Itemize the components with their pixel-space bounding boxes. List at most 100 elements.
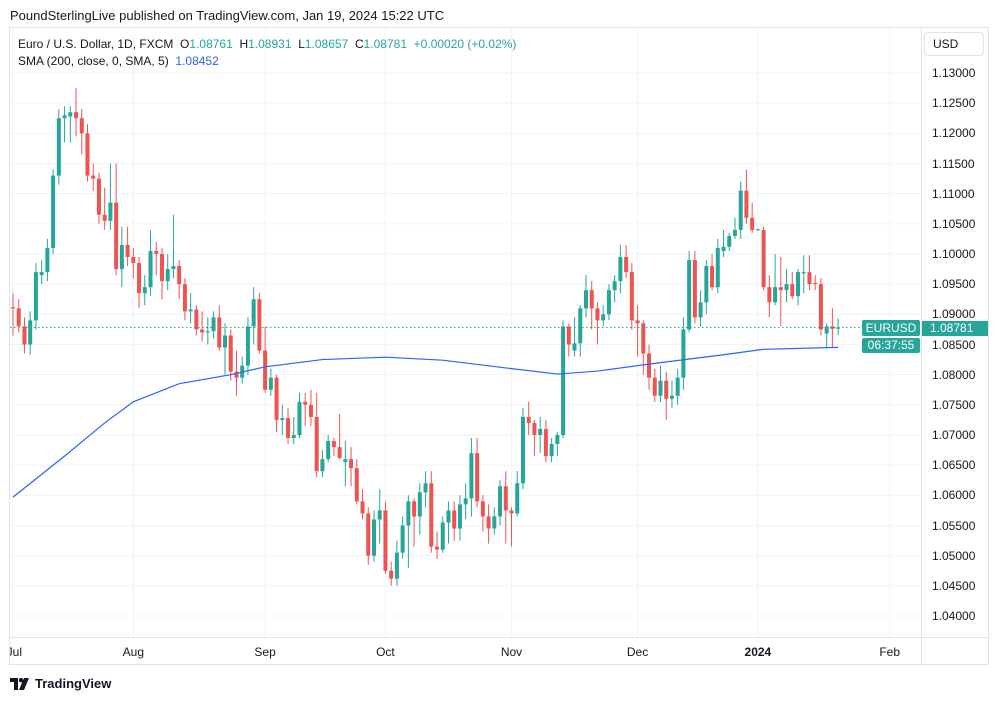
candle [658,365,663,402]
price-tick-label: 1.10500 [932,216,976,231]
candle-body [131,257,136,264]
candle [704,260,709,315]
candle [520,407,525,490]
candle-body [561,326,566,435]
candle-body [601,314,606,321]
low-value: 1.08657 [304,37,349,51]
candle-body [480,501,485,517]
candle-body [732,229,737,236]
candle [773,254,778,306]
candle-body [68,112,73,117]
candle [56,109,61,185]
candle [331,438,336,457]
candle [584,275,588,318]
time-tick-label: Feb [879,645,901,659]
candle [629,263,634,330]
candle-body [773,287,778,303]
candle-body [286,418,291,439]
candle-body [217,317,222,348]
candle [635,305,640,357]
candle [813,275,818,291]
candle-body [263,350,268,390]
candle [417,483,422,535]
candle [68,106,73,143]
candle-body [578,308,583,344]
change-value: +0.00020 (+0.02%) [413,37,517,51]
candle-body [377,510,382,520]
candle-body [343,459,348,463]
candle [165,254,170,291]
candle-body [618,257,623,282]
open-label: O [180,37,190,51]
candle-body [589,290,594,309]
candle-body [687,260,692,330]
candle [624,244,629,279]
candle [280,404,285,435]
candle-body [28,320,33,345]
candle [755,228,760,232]
time-axis-border [10,637,989,638]
candle [549,438,554,463]
candle-body [727,235,732,247]
candle-body [532,422,537,435]
candle [698,290,703,327]
candle [836,318,841,336]
price-tick-label: 1.04500 [932,578,976,593]
close-label: C [354,37,364,51]
candle [446,501,451,544]
candle [337,413,342,460]
candle-body [303,401,308,405]
open-value: 1.08761 [189,37,233,51]
candle-body [710,266,715,288]
candle [303,392,308,426]
candle [45,238,50,282]
candle [360,489,365,520]
price-tick-label: 1.06000 [932,488,976,503]
candle-body [33,272,38,321]
candle-body [652,377,657,396]
candle [33,263,38,330]
tradingview-logo[interactable]: TradingView [10,676,111,691]
candle-body [698,302,703,318]
price-tick-label: 1.06500 [932,458,976,473]
candle [561,320,566,439]
candle-body [39,272,44,276]
candle-body [257,299,262,351]
candle [652,368,657,402]
candle-body [223,335,228,348]
sma-line [12,346,839,498]
candle-body [635,320,640,324]
candle-body [612,281,617,291]
currency-button[interactable]: USD [924,32,984,56]
candle [807,255,812,291]
candle [171,214,176,279]
candle [641,320,646,375]
candle-body [738,190,743,230]
candle-body [423,483,428,493]
candle-body [228,335,233,372]
candle-body [813,282,818,285]
candle [85,124,90,182]
candle [618,244,623,294]
candle [710,254,715,291]
candle-body [200,329,205,333]
candle [744,169,749,224]
candle-body [165,269,170,282]
candle [182,278,187,321]
candle-body [457,504,462,529]
candle [200,311,205,342]
candle [669,380,674,408]
price-tick-label: 1.04000 [932,609,976,623]
sma-legend[interactable]: SMA (200, close, 0, SMA, 5) 1.08452 [18,53,516,70]
candle-body [538,428,543,435]
candle-body [824,326,829,334]
candle-body [331,441,336,448]
price-chart[interactable] [10,28,921,637]
candle-body [291,435,296,439]
candle-body [171,266,176,270]
candle-body [102,214,107,221]
candle-body [647,353,652,378]
price-tick-label: 1.10000 [932,247,976,261]
candle-body [818,284,823,330]
price-tick-label: 1.05000 [932,548,976,563]
